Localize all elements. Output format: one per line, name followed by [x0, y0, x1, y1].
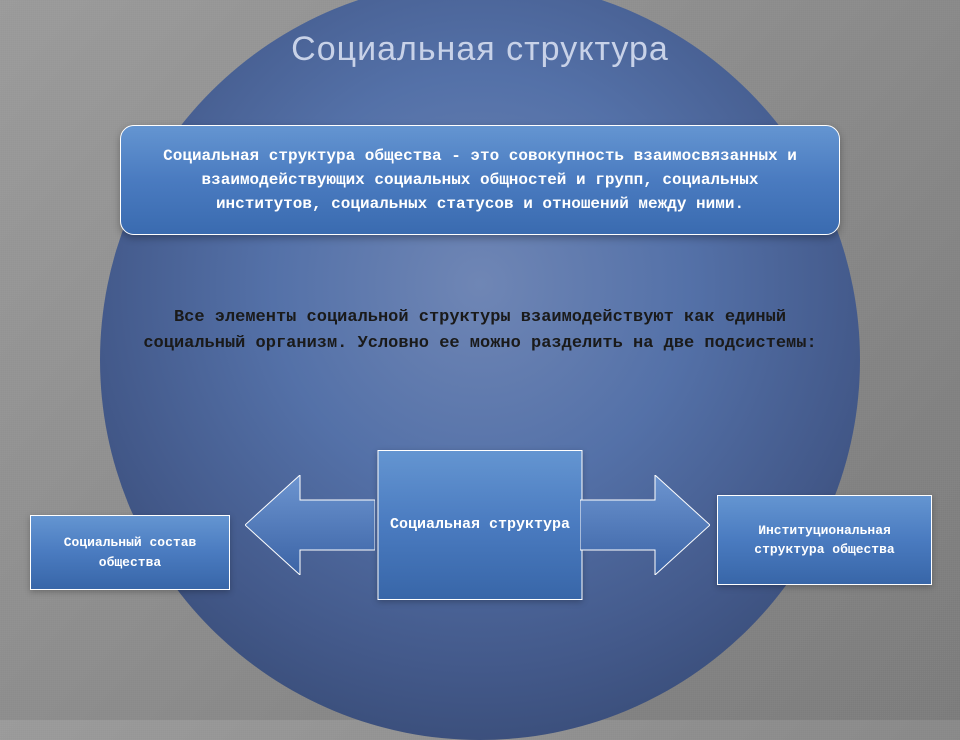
definition-box: Социальная структура общества - это сово…: [120, 125, 840, 235]
arrow-right-icon: [580, 475, 710, 575]
center-concept-box: Социальная структура: [378, 450, 583, 600]
slide-title: Социальная структура: [0, 30, 960, 69]
arrow-left-icon: [245, 475, 375, 575]
left-subsystem-box: Социальный состав общества: [30, 515, 230, 590]
diagram-container: Социальный состав общества Социальная ст…: [0, 440, 960, 660]
middle-description: Все элементы социальной структуры взаимо…: [120, 305, 840, 358]
right-subsystem-box: Институциональная структура общества: [717, 495, 932, 585]
